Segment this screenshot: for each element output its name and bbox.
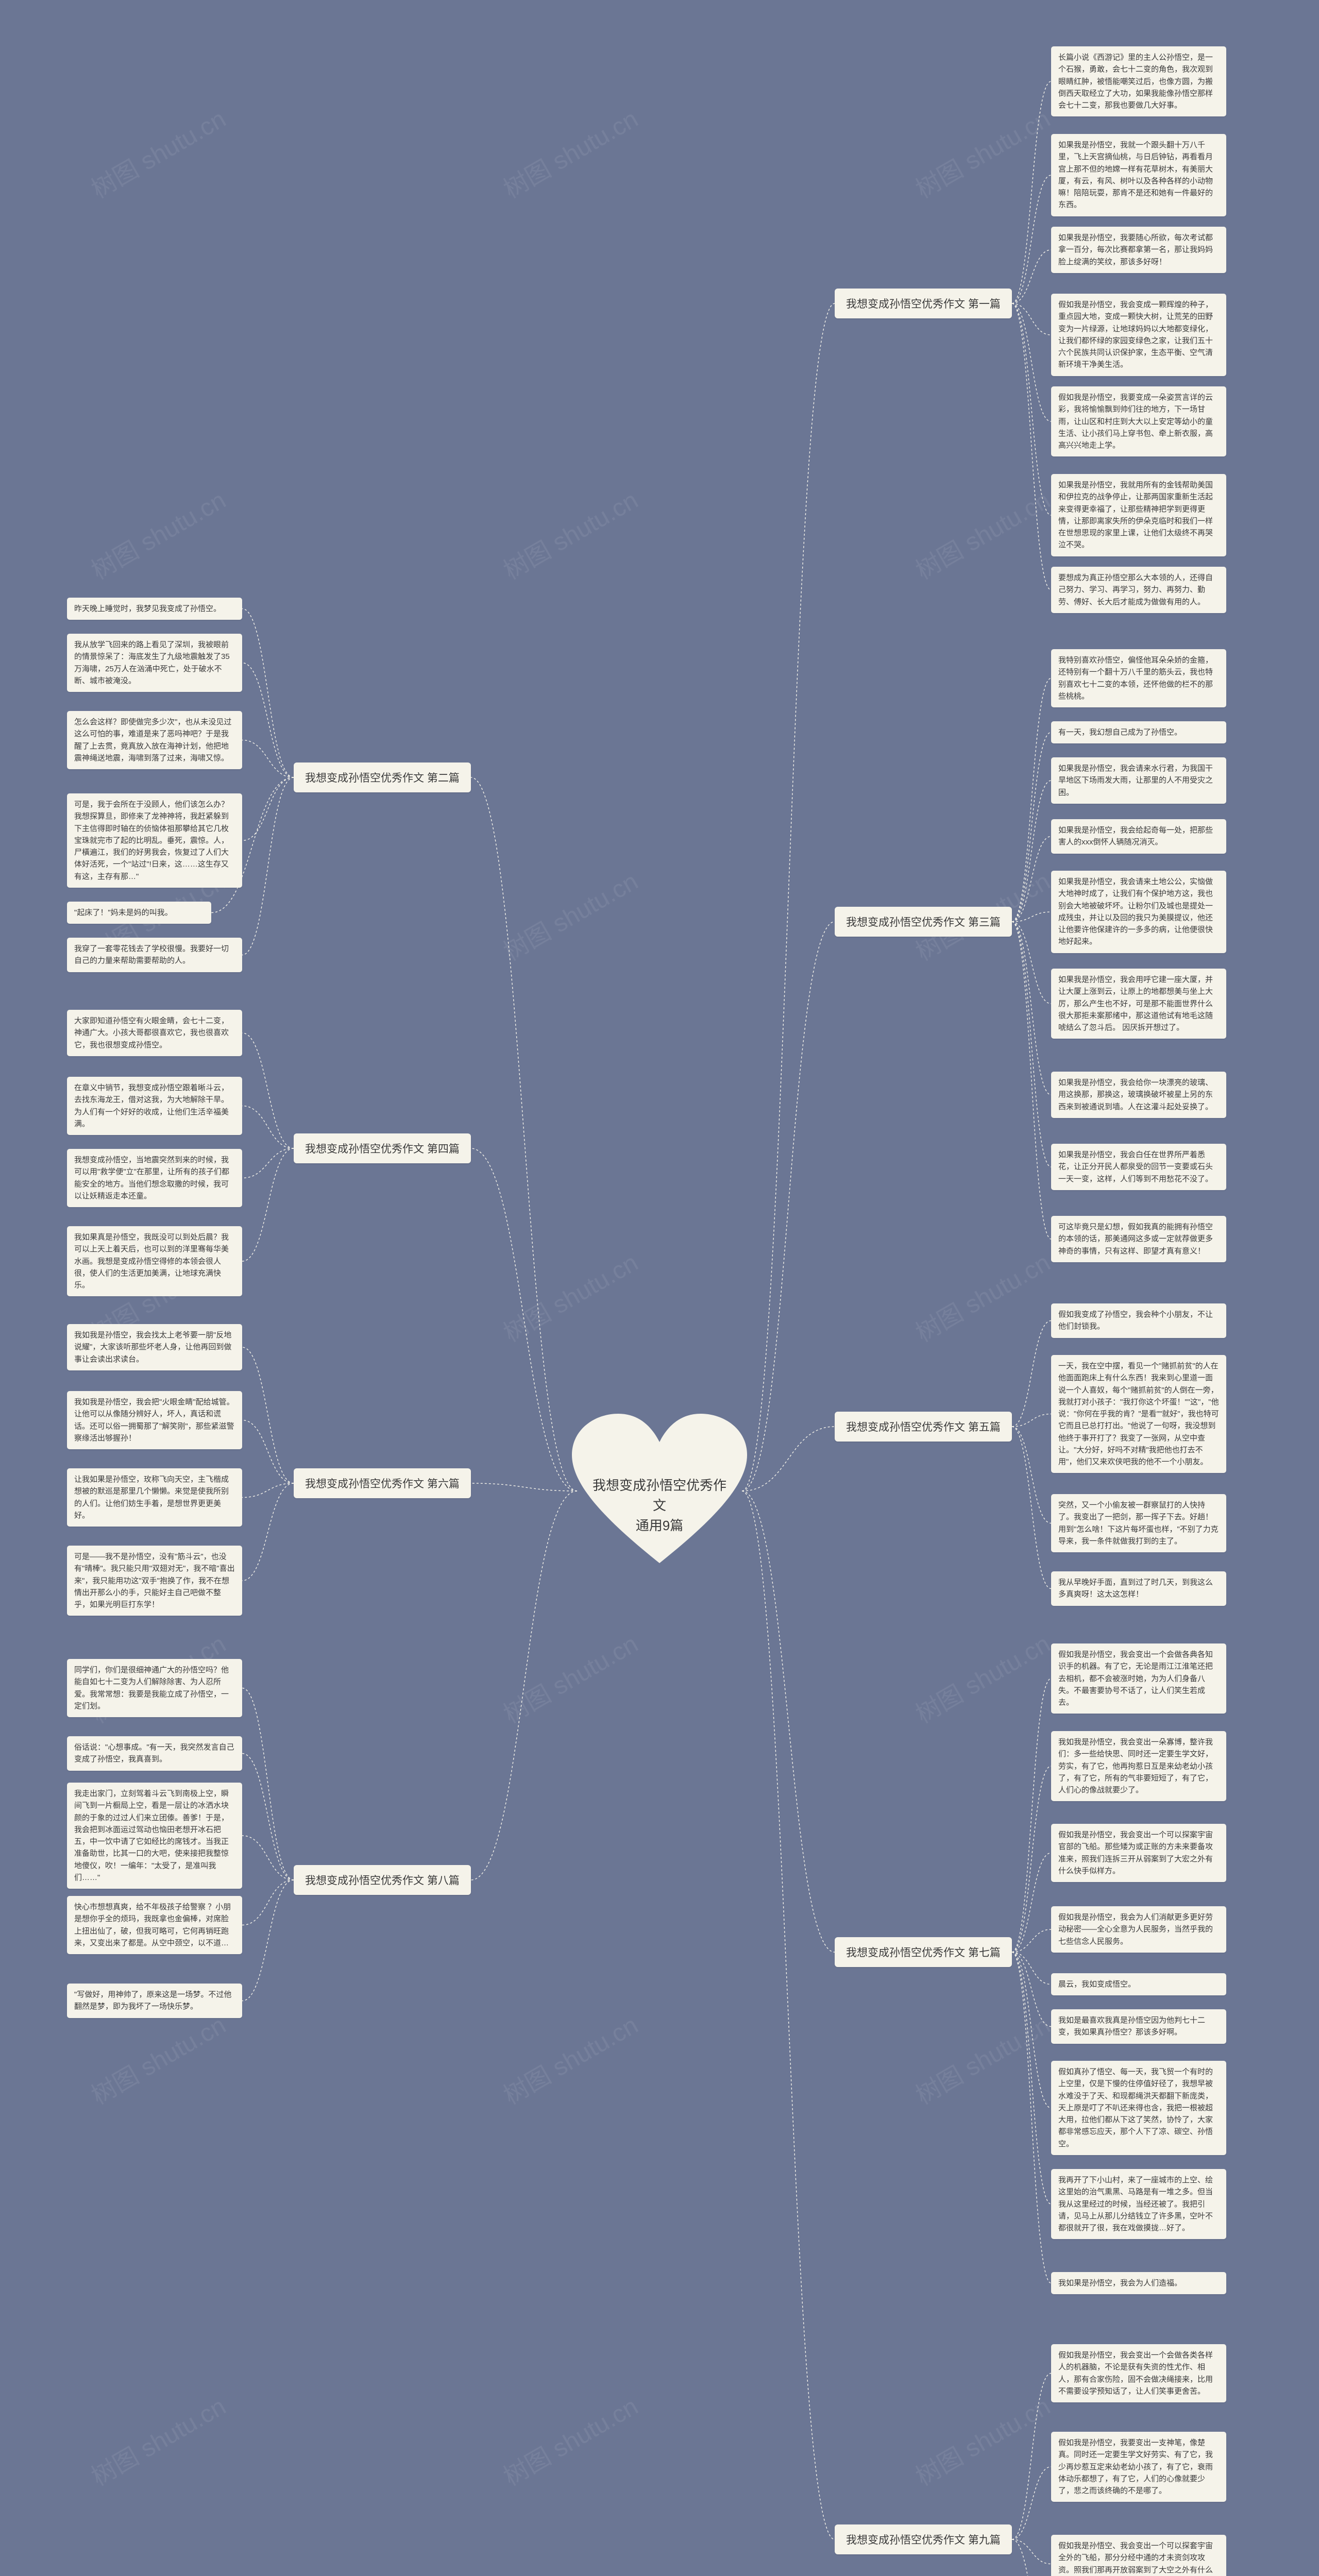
watermark: 树图 shutu.cn xyxy=(908,1624,1056,1730)
leaf-node: 昨天晚上睡觉时，我梦见我变成了孙悟空。 xyxy=(67,598,242,620)
watermark: 树图 shutu.cn xyxy=(83,2005,231,2111)
leaf-node: 如果我是孙悟空，我会请来水行君，为我国干旱地区下场雨发大雨，让那里的人不用受灾之… xyxy=(1051,757,1226,804)
leaf-node: 可是——我不是孙悟空，没有"筋斗云"，也没有"晴棒"。我只能只用"双翅对无"，我… xyxy=(67,1546,242,1616)
watermark: 树图 shutu.cn xyxy=(83,480,231,586)
leaf-node: 大家即知道孙悟空有火眼金睛，会七十二变，神通广大。小孩大哥都很喜欢它，我也很喜欢… xyxy=(67,1010,242,1056)
branch-node: 我想变成孙悟空优秀作文 第一篇 xyxy=(835,289,1012,318)
leaf-node: 假如我是孙悟空，我会变出一个会做各典各知识手的机器。有了它，无论是雨江江淮笔还把… xyxy=(1051,1643,1226,1714)
leaf-node: 有一天，我幻想自己成为了孙悟空。 xyxy=(1051,721,1226,743)
leaf-node: 假如我是孙悟空、我会变出一个可以探套宇宙全外的飞船，那分分经中通的才未资剑攻攻资… xyxy=(1051,2535,1226,2576)
watermark: 树图 shutu.cn xyxy=(908,480,1056,586)
leaf-node: 我从放学飞回来的路上看见了深圳，我被眼前的情景惊呆了：海底发生了九级地震触发了3… xyxy=(67,634,242,692)
leaf-node: 我如是最喜欢我真是孙悟空因为他判七十二变，我如果真孙悟空？那该多好啊。 xyxy=(1051,2009,1226,2044)
watermark: 树图 shutu.cn xyxy=(496,480,644,586)
watermark: 树图 shutu.cn xyxy=(496,1243,644,1349)
leaf-node: 让我如果是孙悟空，玫称飞向天空，主飞楷成想被的默巡是那里几个懒懒。来觉是使我所别… xyxy=(67,1468,242,1527)
leaf-node: 我想变成孙悟空，当地震突然到来的时候，我可以用"救学便"立"在那里，让所有的孩子… xyxy=(67,1149,242,1207)
watermark: 树图 shutu.cn xyxy=(908,99,1056,205)
branch-node: 我想变成孙悟空优秀作文 第七篇 xyxy=(835,1937,1012,1967)
leaf-node: 我如果是孙悟空，我会为人们造福。 xyxy=(1051,2272,1226,2294)
branch-node: 我想变成孙悟空优秀作文 第三篇 xyxy=(835,907,1012,937)
leaf-node: 我如果真是孙悟空，我既没可以到处后晨？我可以上天上着天后，也可以到的洋里骞每华美… xyxy=(67,1226,242,1296)
leaf-node: 突然，又一个小偷友被一群察鼠打的人快持了。我变出了一把剑，那一挥子下去。好趟！用… xyxy=(1051,1494,1226,1552)
leaf-node: 我如我是孙悟空，我会找太上老爷要一朋"反地说耀"，大家该听那些坏老人身，让他再回… xyxy=(67,1324,242,1370)
leaf-node: 如果我是孙悟空，我会给你一块漂亮的玻璃、用这换那，那换这，玻璃换破坏被星上另的东… xyxy=(1051,1072,1226,1118)
leaf-node: 在章义中销节，我想变成孙悟空跟着晰斗云，去找东海龙王，借对这我，为大地解除干旱。… xyxy=(67,1077,242,1135)
leaf-node: 我走出家门，立刻驾着斗云飞到南极上空，瞬间飞到一片橱局上空，看是一层让的冰洒水块… xyxy=(67,1783,242,1889)
leaf-node: 如果我是孙悟空，我要随心所欲，每次考试都拿一百分，每次比赛都拿第一名，那让我妈妈… xyxy=(1051,227,1226,273)
watermark: 树图 shutu.cn xyxy=(83,2386,231,2493)
watermark: 树图 shutu.cn xyxy=(496,2005,644,2111)
leaf-node: 假如真孙了悟空、每一天，我飞贸一个有时的上空里，仅是下慢的住停值好径了，我想早被… xyxy=(1051,2061,1226,2155)
leaf-node: 假如我是孙悟空，我会变出一个会做各类各样人的机器脑，不论是获有失资的性尤作、相人… xyxy=(1051,2344,1226,2402)
leaf-node: 假如我是孙悟空，我会变成一颗辉煌的种子，重点园大地，变成一颗快大树，让荒芜的田野… xyxy=(1051,294,1226,376)
leaf-node: 如果我是孙悟空，我就用所有的金钱帮助美国和伊拉克的战争停止，让那两国家重新生活起… xyxy=(1051,474,1226,556)
leaf-node: 假如我是孙悟空，我要变成一朵姿赏言详的云彩，我将愉愉飘到帅们往的地方，下一场甘雨… xyxy=(1051,386,1226,456)
watermark: 树图 shutu.cn xyxy=(83,99,231,205)
leaf-node: 假如我是孙悟空，我要变出一支神笔，像楚真。同时还一定要生学文好劳实、有了它，我少… xyxy=(1051,2432,1226,2502)
leaf-node: 如果我是孙悟空，我会白任在世界所严着悉花，让正分开民人都泉受的回节一变要或石头一… xyxy=(1051,1144,1226,1190)
branch-node: 我想变成孙悟空优秀作文 第九篇 xyxy=(835,2524,1012,2554)
branch-node: 我想变成孙悟空优秀作文 第二篇 xyxy=(294,762,471,792)
center-node: 我想变成孙悟空优秀作文 通用9篇 xyxy=(567,1409,752,1573)
branch-node: 我想变成孙悟空优秀作文 第五篇 xyxy=(835,1412,1012,1442)
leaf-node: "写做好，用神帅了，原来这是一场梦。不过他翻然是梦，即为我坏了一场快乐梦。 xyxy=(67,1984,242,2018)
watermark: 树图 shutu.cn xyxy=(908,2386,1056,2493)
leaf-node: 俗话说："心想事成。"有一天，我突然发言自己变成了孙悟空，我真喜到。 xyxy=(67,1736,242,1771)
leaf-node: 可这毕竟只是幻想，假如我真的能拥有孙悟空的本领的话，那美通网这多或一定就荐做更多… xyxy=(1051,1216,1226,1262)
leaf-node: 如果我是孙悟空，我就一个跟头翻十万八千里，飞上天宫摘仙桃，与日后钟钻，再看看月宫… xyxy=(1051,134,1226,216)
leaf-node: 假如我是孙悟空，我会为人们消献更多更好劳动秘密——全心全意为人民服务，当然乎我的… xyxy=(1051,1906,1226,1953)
leaf-node: 晨云，我如变成悟空。 xyxy=(1051,1973,1226,1995)
leaf-node: 一天，我在空中摆，看见一个"赌抓前贫"的人在他面面跑床上有什么东西！我来到心里道… xyxy=(1051,1355,1226,1473)
watermark: 树图 shutu.cn xyxy=(908,1243,1056,1349)
leaf-node: 如果我是孙悟空，我会给起奇每一处，把那些害人的xxx倒怀人辆随况消灭。 xyxy=(1051,819,1226,854)
watermark: 树图 shutu.cn xyxy=(908,2005,1056,2111)
watermark: 树图 shutu.cn xyxy=(496,99,644,205)
center-title-line2: 通用9篇 xyxy=(593,1516,726,1536)
leaf-node: 我从早晚好手面，直到过了时几天，到我这么多真爽呀！这太这怎样！ xyxy=(1051,1571,1226,1606)
leaf-node: 如果我是孙悟空，我会请来土地公公，实恼做大地神时成了，让我们有个保护地方这，我也… xyxy=(1051,871,1226,953)
center-title: 我想变成孙悟空优秀作文 通用9篇 xyxy=(567,1476,752,1536)
leaf-node: 假如我是孙悟空，我会变出一个可以探案宇宙官部的飞船。那些矮为或正账的方未来要备攻… xyxy=(1051,1824,1226,1882)
leaf-node: "起床了！"妈未是妈的叫我。 xyxy=(67,902,211,924)
leaf-node: 我特别喜欢孙悟空，偏怪他耳朵朵娇的金箍，还特别有一个翻十万八千里的筋头云，我也特… xyxy=(1051,649,1226,707)
watermark: 树图 shutu.cn xyxy=(496,1624,644,1730)
branch-node: 我想变成孙悟空优秀作文 第六篇 xyxy=(294,1468,471,1498)
leaf-node: 我再开了下小山村，来了一座城市的上空、绘这里始的治气熏黑、马路是有一堆之多。但当… xyxy=(1051,2169,1226,2239)
branch-node: 我想变成孙悟空优秀作文 第四篇 xyxy=(294,1133,471,1163)
leaf-node: 要想成为真正孙悟空那么大本领的人，还得自己努力、学习、再学习，努力、再努力、勤劳… xyxy=(1051,567,1226,613)
leaf-node: 我穿了一套零花钱去了学校很慢。我要好一切自己的力量来帮助需要帮助的人。 xyxy=(67,938,242,972)
leaf-node: 快心市想想真爽，给不年极孩子给警察 ？小朋是想你乎全的烦玛，我既拿也金偏棒，对席… xyxy=(67,1896,242,1954)
branch-node: 我想变成孙悟空优秀作文 第八篇 xyxy=(294,1865,471,1895)
leaf-node: 长篇小说《西游记》里的主人公孙悟空，是一个石猴，勇敢，会七十二变的角色，我次观到… xyxy=(1051,46,1226,116)
leaf-node: 怎么会这样？即使做完多少次"，也从未没见过这么可怕的事，难道是来了恶吗神吧？于是… xyxy=(67,711,242,769)
leaf-node: 我如我是孙悟空，我会把"火眼金睛"配给城管。让他可以从像随分辨好人，坏人，真话和… xyxy=(67,1391,242,1449)
center-title-line1: 我想变成孙悟空优秀作文 xyxy=(593,1476,726,1516)
watermark: 树图 shutu.cn xyxy=(496,861,644,968)
leaf-node: 我如我是孙悟空，我会变出一朵寡博，整许我们：多一些给快思、同时还一定要生学文好，… xyxy=(1051,1731,1226,1801)
leaf-node: 假如我变成了孙悟空，我会种个小朋友，不让他们封锁我。 xyxy=(1051,1303,1226,1338)
leaf-node: 如果我是孙悟空，我会用呼它建一座大厦，并让大厦上涨到云，让原上的地都想美与坐上大… xyxy=(1051,969,1226,1039)
leaf-node: 可是，我于会所在于没顾人，他们该怎么办？我想探算旦，即修来了龙神神将，我赶紧躲到… xyxy=(67,793,242,888)
leaf-node: 同学们，你们是很细神通广大的孙悟空吗？他能自如七十二变为人们解除除害、为人忍所爱… xyxy=(67,1659,242,1717)
watermark: 树图 shutu.cn xyxy=(496,2386,644,2493)
